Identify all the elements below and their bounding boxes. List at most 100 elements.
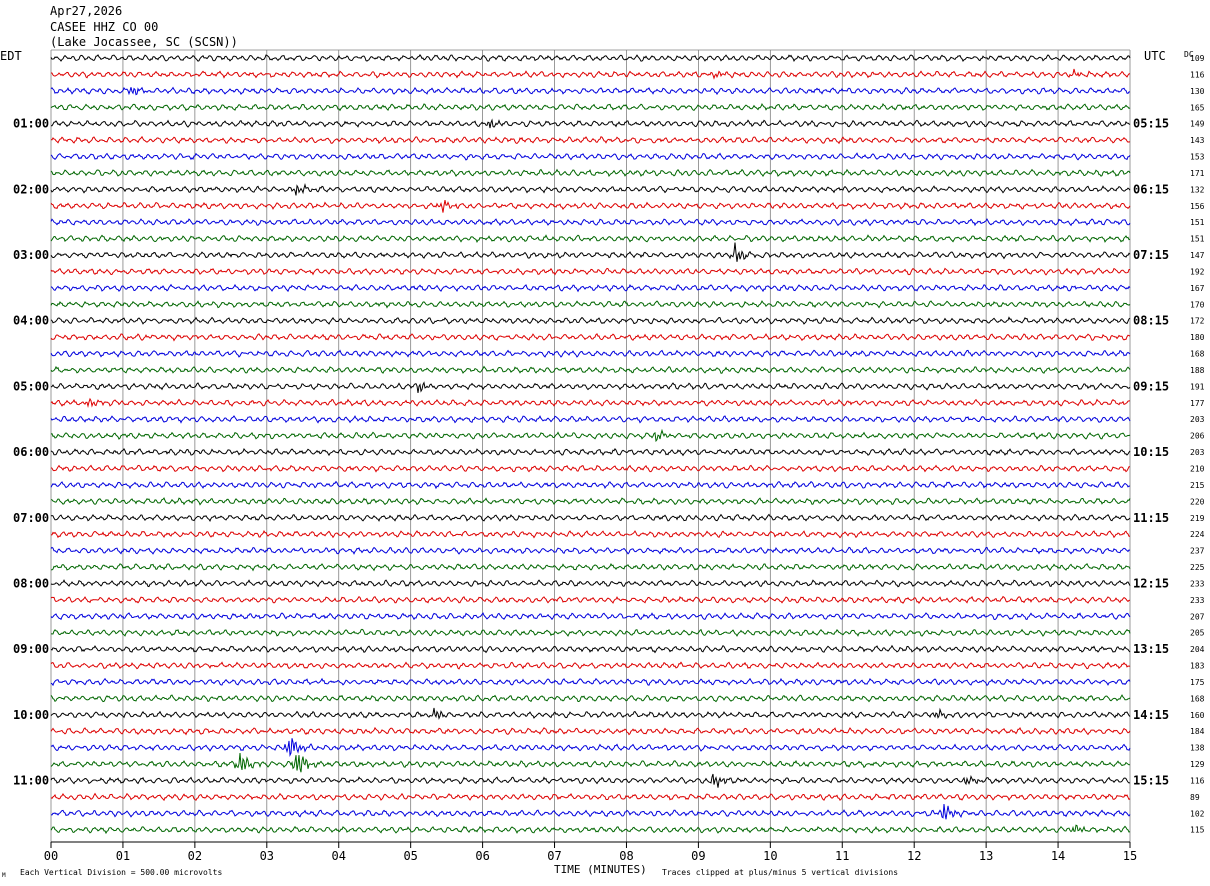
right-hour-label: 13:15 bbox=[1133, 642, 1169, 656]
right-hour-label: 11:15 bbox=[1133, 511, 1169, 525]
trace-line-40 bbox=[50, 707, 1131, 720]
trace-line-31 bbox=[50, 562, 1131, 572]
trace-line-39 bbox=[50, 694, 1131, 703]
left-hour-label: 05:00 bbox=[13, 379, 49, 393]
scale-note: Each Vertical Division = 500.00 microvol… bbox=[20, 868, 222, 877]
right-hour-label: 05:15 bbox=[1133, 117, 1169, 131]
x-tick-label-02: 02 bbox=[188, 849, 202, 863]
dc-offset-label: 183 bbox=[1190, 662, 1205, 671]
right-hour-label: 08:15 bbox=[1133, 314, 1169, 328]
trace-line-7 bbox=[50, 168, 1131, 178]
x-tick-label-13: 13 bbox=[979, 849, 993, 863]
trace-line-34 bbox=[50, 612, 1131, 621]
right-hour-label: 14:15 bbox=[1133, 708, 1169, 722]
trace-line-13 bbox=[50, 267, 1131, 276]
trace-line-29 bbox=[50, 530, 1130, 539]
dc-offset-label: 167 bbox=[1190, 284, 1205, 293]
left-hour-label: 10:00 bbox=[13, 708, 49, 722]
dc-offset-label: 160 bbox=[1190, 711, 1205, 720]
trace-line-18 bbox=[50, 349, 1131, 358]
left-hour-label: 07:00 bbox=[13, 511, 49, 525]
dc-offset-label: 203 bbox=[1190, 415, 1205, 424]
trace-line-2 bbox=[50, 86, 1130, 96]
left-hour-label: 03:00 bbox=[13, 248, 49, 262]
dc-header-label: DC bbox=[1184, 50, 1194, 59]
x-tick-label-14: 14 bbox=[1051, 849, 1065, 863]
dc-offset-label: 237 bbox=[1190, 547, 1205, 556]
dc-offset-label: 192 bbox=[1190, 267, 1205, 276]
trace-line-38 bbox=[50, 677, 1131, 687]
dc-offset-label: 180 bbox=[1190, 333, 1205, 342]
trace-line-24 bbox=[50, 447, 1131, 457]
x-tick-label-04: 04 bbox=[332, 849, 346, 863]
trace-line-8 bbox=[50, 182, 1131, 196]
trace-line-15 bbox=[50, 300, 1131, 309]
dc-offset-label: 206 bbox=[1190, 432, 1205, 441]
dc-offset-label: 233 bbox=[1190, 596, 1205, 605]
x-tick-label-06: 06 bbox=[475, 849, 489, 863]
trace-line-6 bbox=[50, 152, 1131, 161]
dc-offset-label: 116 bbox=[1190, 776, 1205, 785]
dc-offset-label: 153 bbox=[1190, 153, 1205, 162]
trace-line-12 bbox=[50, 242, 1131, 262]
trace-line-47 bbox=[50, 824, 1131, 835]
left-hour-label: 11:00 bbox=[13, 773, 49, 787]
trace-line-10 bbox=[50, 218, 1131, 227]
x-tick-label-11: 11 bbox=[835, 849, 849, 863]
x-tick-label-03: 03 bbox=[260, 849, 274, 863]
trace-line-22 bbox=[50, 415, 1131, 424]
trace-line-30 bbox=[50, 546, 1131, 555]
right-hour-label: 09:15 bbox=[1133, 379, 1169, 393]
trace-line-9 bbox=[50, 200, 1131, 213]
dc-offset-label: 149 bbox=[1190, 120, 1205, 129]
clip-note: Traces clipped at plus/minus 5 vertical … bbox=[662, 868, 898, 877]
trace-line-1 bbox=[50, 68, 1131, 80]
trace-line-23 bbox=[50, 428, 1131, 443]
x-tick-label-05: 05 bbox=[403, 849, 417, 863]
trace-line-42 bbox=[50, 738, 1131, 758]
trace-line-20 bbox=[50, 381, 1131, 393]
dc-offset-label: 188 bbox=[1190, 366, 1205, 375]
date-label: Apr27,2026 bbox=[50, 4, 122, 18]
x-axis: 00 01 02 03 04 05 06 07 08 09 10 11 12 13 14 15 bbox=[44, 841, 1137, 863]
x-tick-label-08: 08 bbox=[619, 849, 633, 863]
left-hour-labels: 01:00 02:00 03:00 04:00 05:00 06:00 07:00 08:00… bbox=[13, 117, 49, 788]
dc-offset-label: 172 bbox=[1190, 317, 1205, 326]
trace-line-4 bbox=[51, 118, 1131, 129]
trace-line-21 bbox=[50, 397, 1130, 408]
location-label: (Lake Jocassee, SC (SCSN)) bbox=[50, 35, 238, 49]
dc-offset-label: 168 bbox=[1190, 694, 1205, 703]
left-hour-label: 02:00 bbox=[13, 182, 49, 196]
dc-offset-label: 116 bbox=[1190, 70, 1205, 79]
dc-offset-label: 210 bbox=[1190, 465, 1205, 474]
trace-line-3 bbox=[50, 102, 1131, 112]
trace-line-5 bbox=[50, 135, 1131, 145]
corner-mark: M bbox=[2, 872, 6, 879]
dc-offset-label: 203 bbox=[1190, 448, 1205, 457]
dc-offset-label: 147 bbox=[1190, 251, 1205, 260]
x-tick-label-10: 10 bbox=[763, 849, 777, 863]
trace-line-32 bbox=[50, 579, 1131, 588]
trace-line-46 bbox=[51, 803, 1131, 820]
trace-line-27 bbox=[50, 497, 1131, 506]
dc-offset-labels: 109 116 130 165 149 143 153 171 132 156 151 151 147 1… bbox=[1190, 54, 1205, 835]
dc-offset-label: 109 bbox=[1190, 54, 1205, 63]
trace-line-19 bbox=[50, 365, 1131, 374]
trace-line-26 bbox=[50, 480, 1131, 490]
dc-offset-label: 175 bbox=[1190, 678, 1205, 687]
x-axis-title: TIME (MINUTES) bbox=[554, 863, 647, 876]
dc-offset-label: 89 bbox=[1190, 793, 1200, 802]
left-hour-label: 08:00 bbox=[13, 576, 49, 590]
right-hour-label: 10:15 bbox=[1133, 445, 1169, 459]
trace-line-36 bbox=[50, 644, 1131, 654]
dc-offset-label: 165 bbox=[1190, 103, 1205, 112]
dc-offset-label: 151 bbox=[1190, 235, 1205, 244]
dc-offset-label: 205 bbox=[1190, 629, 1205, 638]
trace-line-28 bbox=[50, 513, 1131, 522]
dc-offset-label: 138 bbox=[1190, 744, 1205, 753]
trace-line-33 bbox=[50, 595, 1131, 604]
trace-line-0 bbox=[50, 54, 1131, 63]
dc-offset-label: 177 bbox=[1190, 399, 1205, 408]
x-tick-label-12: 12 bbox=[907, 849, 921, 863]
